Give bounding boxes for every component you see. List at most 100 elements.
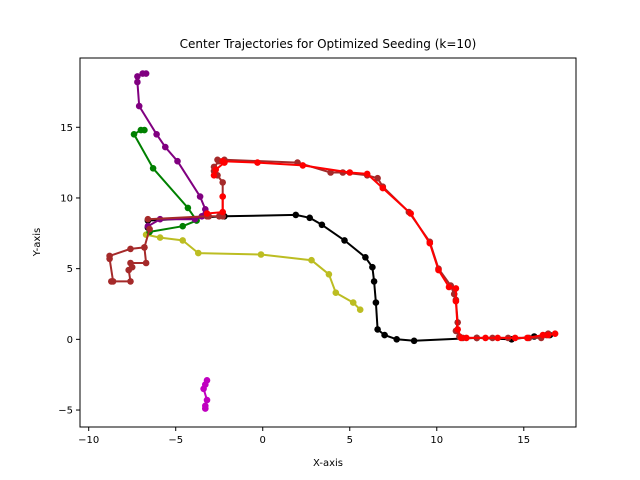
y-tick-label: −5 [58, 406, 73, 417]
trajectory-series-7 [203, 193, 226, 217]
trajectory-series-3 [134, 70, 209, 230]
trajectory-point [153, 131, 160, 138]
trajectory-point [127, 259, 134, 267]
axes-frame [79, 57, 577, 428]
trajectory-point [349, 299, 357, 306]
trajectory-point [174, 157, 181, 165]
trajectory-point [130, 131, 138, 138]
trajectory-point [142, 70, 150, 77]
trajectory-point [219, 179, 226, 186]
trajectory-point [346, 169, 354, 176]
trajectory-point [332, 289, 340, 297]
trajectory-point [219, 193, 226, 200]
trajectory-point [426, 239, 434, 247]
trajectory-point [196, 193, 204, 200]
trajectory-line [145, 233, 361, 311]
trajectory-point [306, 214, 314, 222]
trajectory-series-8 [200, 377, 211, 412]
trajectory-point [162, 143, 169, 151]
trajectory-point [106, 255, 113, 263]
trajectory-point [551, 330, 559, 338]
trajectory-point [482, 334, 489, 342]
trajectory-point [524, 334, 531, 342]
trajectory-point [457, 334, 465, 342]
trajectory-point [108, 278, 115, 285]
y-tick-label: 10 [60, 193, 73, 204]
trajectory-point [214, 156, 221, 164]
trajectory-series-6 [210, 157, 559, 342]
x-tick-label: 10 [430, 435, 443, 446]
trajectory-point [539, 331, 547, 339]
trajectory-point [184, 204, 192, 212]
trajectory-point [219, 157, 226, 165]
trajectory-point [407, 210, 415, 217]
trajectory-point [203, 396, 211, 404]
trajectory-point [141, 244, 148, 251]
trajectory-point [544, 331, 552, 339]
trajectory-point [318, 221, 326, 229]
trajectory-point [149, 165, 157, 172]
trajectory-point [369, 263, 376, 271]
trajectory-point [463, 334, 470, 342]
trajectory-point [325, 271, 333, 278]
trajectory-point [374, 326, 381, 333]
trajectory-point [299, 162, 307, 169]
x-tick-label: −10 [78, 435, 99, 446]
trajectory-point [179, 222, 186, 230]
trajectory-point [372, 299, 380, 306]
y-tick-label: 5 [67, 264, 73, 275]
trajectory-point [135, 102, 143, 110]
trajectory-point [210, 172, 218, 179]
axis-ticks: −10 −5 0 5 10 15 −5 0 5 10 15 [58, 123, 530, 446]
trajectory-point [179, 237, 186, 244]
trajectory-point [134, 78, 141, 86]
trajectory-point [374, 174, 381, 182]
trajectory-point [435, 266, 442, 274]
trajectory-point [362, 253, 369, 261]
trajectory-point [511, 334, 519, 342]
trajectory-point [452, 285, 460, 292]
trajectory-point [257, 251, 265, 258]
trajectory-point [156, 234, 164, 241]
trajectory-point [141, 126, 148, 134]
trajectory-point [356, 306, 364, 314]
y-tick-label: 0 [67, 335, 73, 346]
x-axis-label: X-axis [313, 458, 343, 469]
trajectory-point [134, 73, 141, 80]
trajectory-point [200, 385, 207, 393]
chart-title: Center Trajectories for Optimized Seedin… [180, 37, 477, 51]
trajectory-point [363, 170, 371, 178]
trajectory-series-5 [106, 225, 153, 285]
x-tick-label: 15 [517, 435, 530, 446]
trajectory-point [292, 211, 300, 219]
trajectory-point [341, 237, 348, 244]
trajectory-point [219, 208, 226, 216]
trajectory-point [370, 278, 378, 285]
trajectory-point [195, 249, 202, 257]
trajectory-series-2 [130, 126, 200, 236]
trajectory-point [454, 326, 462, 333]
trajectory-point [445, 283, 453, 291]
trajectory-point [254, 159, 261, 166]
trajectory-series-1 [142, 231, 364, 314]
trajectory-point [381, 331, 388, 339]
x-tick-label: −5 [168, 435, 183, 446]
trajectory-point [146, 225, 153, 233]
trajectory-point [144, 215, 152, 223]
trajectory-point [494, 334, 502, 342]
trajectory-point [212, 166, 219, 173]
y-axis-label: Y-axis [32, 228, 43, 258]
trajectory-point [203, 210, 211, 217]
x-tick-label: 0 [260, 435, 266, 446]
trajectory-point [410, 337, 418, 345]
x-tick-label: 5 [347, 435, 353, 446]
trajectory-point [127, 278, 134, 285]
plot-area [106, 70, 559, 412]
trajectory-point [379, 184, 387, 192]
y-tick-label: 15 [60, 123, 73, 134]
trajectory-point [308, 256, 315, 264]
trajectory-point [127, 245, 134, 253]
trajectory-point [452, 297, 460, 305]
trajectory-point [202, 405, 209, 412]
